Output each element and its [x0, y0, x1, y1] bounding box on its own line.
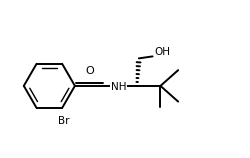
- Text: Br: Br: [58, 116, 70, 126]
- Text: O: O: [85, 66, 94, 76]
- Text: NH: NH: [111, 82, 126, 92]
- Text: OH: OH: [154, 47, 170, 58]
